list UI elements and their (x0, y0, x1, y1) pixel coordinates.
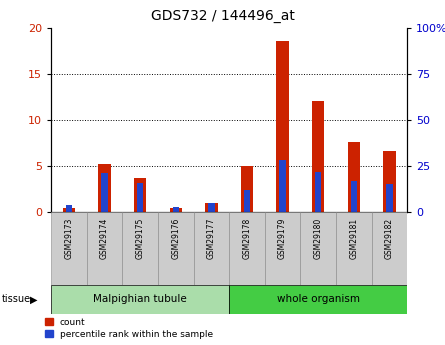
Bar (279, 160, 286, 212)
Text: ▶: ▶ (30, 294, 38, 304)
Text: GSM29177: GSM29177 (207, 218, 216, 259)
Bar (101, 174, 108, 212)
Bar (372, 212, 407, 285)
Text: tissue: tissue (2, 294, 31, 304)
Bar (383, 151, 396, 212)
Bar (63, 208, 75, 212)
Text: GSM29174: GSM29174 (100, 218, 109, 259)
Bar (229, 212, 265, 285)
Bar (386, 185, 392, 212)
Text: GSM29173: GSM29173 (65, 218, 73, 259)
Bar (158, 212, 194, 285)
Bar (300, 212, 336, 285)
Bar (87, 212, 122, 285)
Text: GSM29182: GSM29182 (385, 218, 394, 259)
Bar (348, 142, 360, 212)
Bar (170, 208, 182, 212)
Text: GSM29175: GSM29175 (136, 218, 145, 259)
Bar (173, 207, 179, 212)
Bar (134, 178, 146, 212)
Bar (265, 212, 300, 285)
Bar (276, 40, 289, 212)
Bar (137, 183, 143, 212)
Bar (312, 101, 324, 212)
Bar (51, 285, 229, 314)
Bar (194, 212, 229, 285)
Text: GSM29180: GSM29180 (314, 218, 323, 259)
Bar (315, 171, 321, 212)
Bar (51, 212, 87, 285)
Text: GSM29178: GSM29178 (243, 218, 251, 259)
Bar (205, 203, 218, 212)
Bar (229, 285, 407, 314)
Bar (244, 190, 250, 212)
Bar (208, 203, 214, 212)
Bar (98, 164, 111, 212)
Bar (241, 166, 253, 212)
Text: GDS732 / 144496_at: GDS732 / 144496_at (150, 9, 295, 23)
Bar (351, 181, 357, 212)
Text: Malpighian tubule: Malpighian tubule (93, 294, 187, 304)
Text: GSM29176: GSM29176 (171, 218, 180, 259)
Text: GSM29181: GSM29181 (349, 218, 358, 259)
Legend: count, percentile rank within the sample: count, percentile rank within the sample (44, 318, 213, 339)
Text: whole organism: whole organism (277, 294, 360, 304)
Bar (336, 212, 372, 285)
Bar (66, 205, 72, 212)
Bar (122, 212, 158, 285)
Text: GSM29179: GSM29179 (278, 218, 287, 259)
